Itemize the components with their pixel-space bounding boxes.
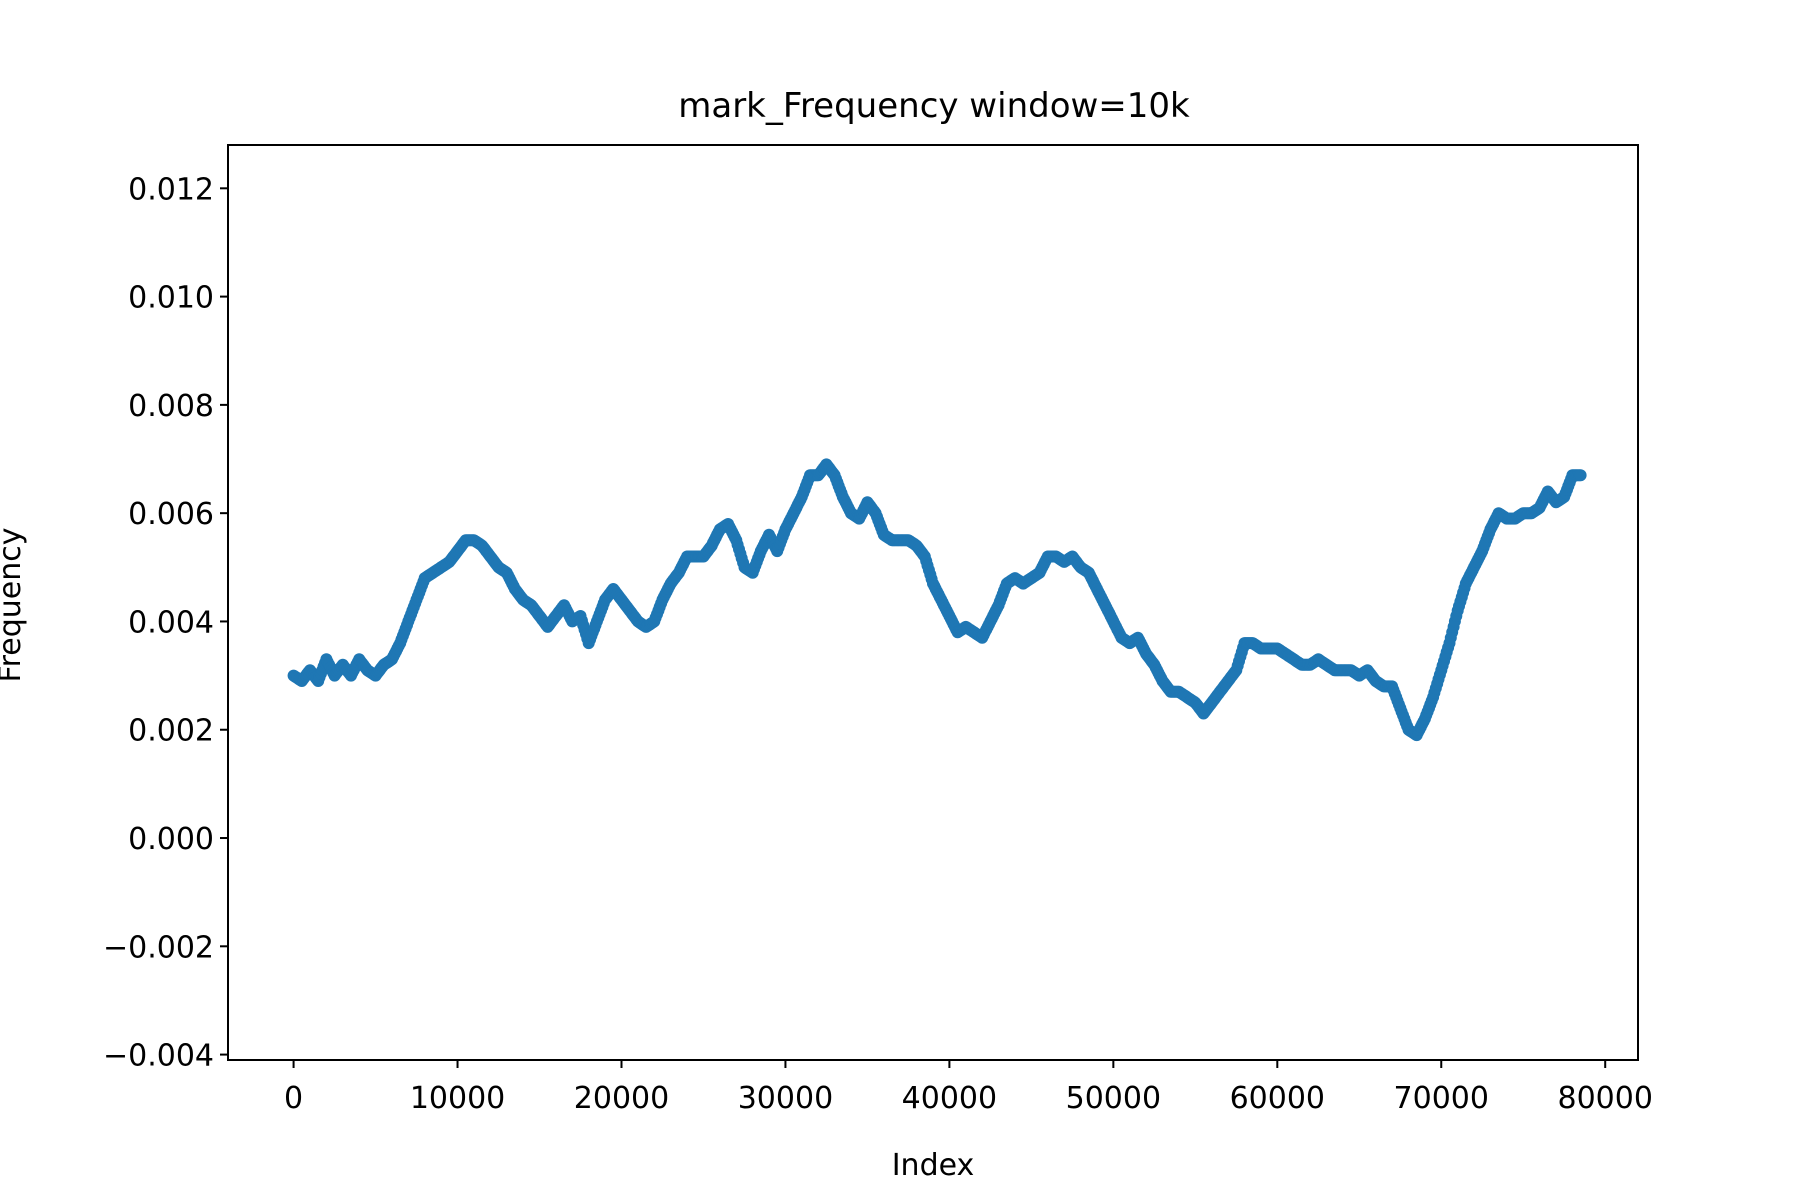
x-tick-label: 80000 [1557,1081,1652,1116]
plot-frame [227,144,1639,1061]
y-tick-label: 0.010 [128,281,214,316]
y-axis-label: Frequency [0,528,28,683]
x-axis: 0 10000 20000 30000 40000 50000 60000 70000 8000… [284,1060,1653,1116]
chart-title: mark_Frequency window=10k [678,86,1190,126]
x-tick-label: 10000 [410,1081,505,1116]
x-tick-label: 50000 [1066,1081,1161,1116]
y-tick-label: −0.002 [103,930,214,965]
x-tick-label: 30000 [738,1081,833,1116]
x-tick-label: 40000 [902,1081,997,1116]
y-tick-label: 0.000 [128,822,214,857]
x-axis-label: Index [892,1148,975,1183]
y-tick-label: −0.004 [103,1039,214,1074]
x-tick-label: 20000 [574,1081,669,1116]
y-tick-label: 0.004 [128,605,214,640]
y-tick-label: 0.008 [128,389,214,424]
y-tick-label: 0.002 [128,714,214,749]
x-tick-label: 70000 [1394,1081,1489,1116]
data-points [287,458,1587,742]
y-axis: −0.004 −0.002 0.000 0.002 0.004 0.006 0.008 0.0… [103,172,228,1074]
y-tick-label: 0.006 [128,497,214,532]
x-tick-label: 60000 [1230,1081,1325,1116]
data-point [1574,469,1587,482]
y-tick-label: 0.012 [128,172,214,207]
x-tick-label: 0 [284,1081,303,1116]
